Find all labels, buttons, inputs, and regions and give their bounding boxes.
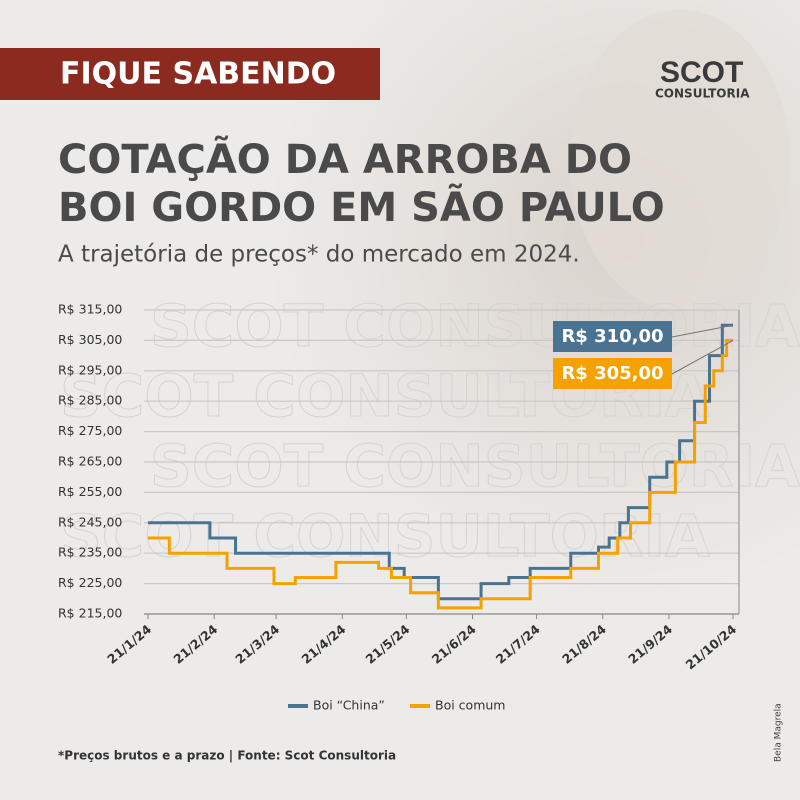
series-line [148,323,733,601]
y-tick-label: R$ 265,00 [58,454,122,469]
watermark-text: SCOT CONSULTORIA [60,502,710,570]
logo: SCOT [660,56,743,89]
y-tick-label: R$ 225,00 [58,575,122,590]
y-tick-label: R$ 315,00 [58,302,122,317]
y-tick-label: R$ 305,00 [58,332,122,347]
legend-label: Boi comum [435,698,505,713]
title-line: COTAÇÃO DA ARROBA DO [58,134,632,183]
subtitle: A trajetória de preços* do mercado em 20… [58,242,580,268]
callout-leader [671,324,734,338]
watermark-text: SCOT CONSULTORIA [150,432,800,500]
banner-text: FIQUE SABENDO [60,57,336,92]
data-label: R$ 305,00 [561,363,663,384]
banner [0,48,380,100]
series-line [148,338,733,610]
y-tick-label: R$ 275,00 [58,423,122,438]
callout-box [553,358,672,389]
y-tick-label: R$ 235,00 [58,545,122,560]
y-tick-label: R$ 215,00 [58,606,122,621]
legend-label: Boi “China” [313,698,385,713]
logo-sub: CONSULTORIA [655,87,750,101]
y-tick-label: R$ 255,00 [58,484,122,499]
title-line: BOI GORDO EM SÃO PAULO [58,182,665,231]
footnote: *Preços brutos e a prazo | Fonte: Scot C… [58,749,396,763]
y-tick-label: R$ 295,00 [58,362,122,377]
cow-shape [570,10,790,310]
y-tick-label: R$ 245,00 [58,514,122,529]
data-label: R$ 310,00 [561,326,663,347]
callout-box [553,321,672,352]
callout-leader [671,339,734,375]
y-tick-label: R$ 285,00 [58,393,122,408]
watermark-text: SCOT CONSULTORIA [150,292,800,360]
credit: Bela Magrela [774,703,784,762]
